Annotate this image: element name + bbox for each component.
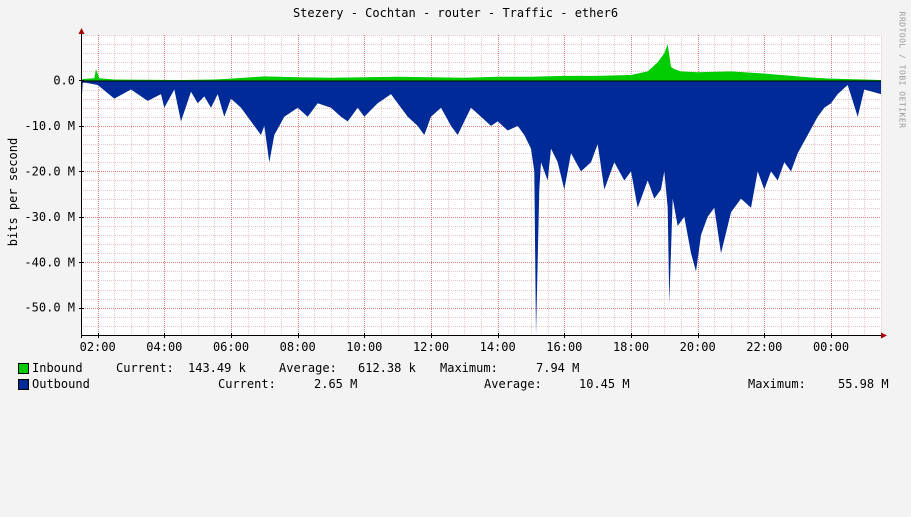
rrd-graph: Stezery - Cochtan - router - Traffic - e… bbox=[6, 6, 907, 391]
x-tick-label: 00:00 bbox=[813, 340, 849, 354]
y-tick-labels: 0.0 -10.0 M -20.0 M -30.0 M -40.0 M -50.0 M bbox=[24, 73, 75, 314]
y-tick-label: -30.0 M bbox=[24, 210, 75, 224]
traffic-plot: 0.0 -10.0 M -20.0 M -30.0 M -40.0 M -50.0 M 0… bbox=[24, 28, 887, 354]
x-axis-arrow bbox=[881, 332, 887, 339]
x-tick-label: 06:00 bbox=[213, 340, 249, 354]
inbound-maximum-label: Maximum: bbox=[440, 361, 498, 375]
x-tick-label: 10:00 bbox=[346, 340, 382, 354]
x-tick-label: 08:00 bbox=[280, 340, 316, 354]
x-tick-label: 12:00 bbox=[413, 340, 449, 354]
x-tick-label: 02:00 bbox=[80, 340, 116, 354]
outbound-swatch bbox=[18, 379, 29, 390]
x-tick-label: 16:00 bbox=[546, 340, 582, 354]
x-tick-label: 18:00 bbox=[613, 340, 649, 354]
legend-inbound: Inbound Current: 143.49 k Average: 612.3… bbox=[18, 361, 579, 501]
series-areas bbox=[81, 44, 881, 335]
series-area-inbound bbox=[81, 44, 881, 81]
inbound-average-value: 612.38 k bbox=[358, 361, 416, 375]
outbound-current-value: 2.65 M bbox=[314, 377, 358, 391]
inbound-maximum-value: 7.94 M bbox=[536, 361, 580, 375]
outbound-average-label: Average: bbox=[484, 377, 542, 391]
inbound-swatch bbox=[18, 363, 29, 374]
x-tick-label: 04:00 bbox=[146, 340, 182, 354]
outbound-current-label: Current: bbox=[218, 377, 276, 391]
x-tick-label: 14:00 bbox=[480, 340, 516, 354]
inbound-average-label: Average: bbox=[279, 361, 337, 375]
outbound-label: Outbound bbox=[32, 377, 90, 391]
y-tick-label: 0.0 bbox=[53, 73, 75, 87]
y-tick-label: -40.0 M bbox=[24, 255, 75, 269]
y-tick-label: -50.0 M bbox=[24, 301, 75, 315]
outbound-maximum-value: 55.98 M bbox=[838, 377, 889, 391]
y-axis-arrow bbox=[78, 28, 85, 34]
outbound-maximum-label: Maximum: bbox=[748, 377, 806, 391]
inbound-current-label: Current: bbox=[116, 361, 174, 375]
y-tick-label: -10.0 M bbox=[24, 119, 75, 133]
legend-outbound: Outbound Current: 2.65 M Average: 10.45 … bbox=[18, 377, 889, 517]
inbound-current-value: 143.49 k bbox=[188, 361, 246, 375]
y-tick-label: -20.0 M bbox=[24, 164, 75, 178]
inbound-label: Inbound bbox=[32, 361, 83, 375]
x-tick-label: 22:00 bbox=[746, 340, 782, 354]
series-area-outbound bbox=[81, 80, 881, 335]
outbound-average-value: 10.45 M bbox=[579, 377, 630, 391]
chart-title: Stezery - Cochtan - router - Traffic - e… bbox=[292, 6, 619, 20]
x-tick-labels: 02:00 04:00 06:00 08:00 10:00 12:00 14:00 16:00… bbox=[80, 340, 849, 354]
x-tick-label: 20:00 bbox=[680, 340, 716, 354]
axes bbox=[78, 28, 887, 339]
